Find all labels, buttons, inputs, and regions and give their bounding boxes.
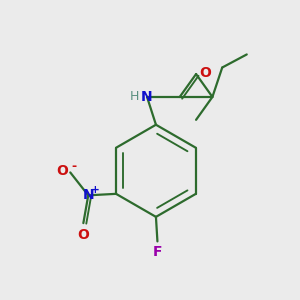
Text: O: O bbox=[56, 164, 68, 178]
Text: O: O bbox=[200, 66, 211, 80]
Text: +: + bbox=[90, 185, 99, 195]
Text: H: H bbox=[130, 90, 140, 103]
Text: O: O bbox=[77, 228, 89, 242]
Text: N: N bbox=[141, 90, 153, 104]
Text: -: - bbox=[71, 160, 76, 173]
Text: F: F bbox=[153, 245, 162, 259]
Text: N: N bbox=[82, 188, 94, 202]
